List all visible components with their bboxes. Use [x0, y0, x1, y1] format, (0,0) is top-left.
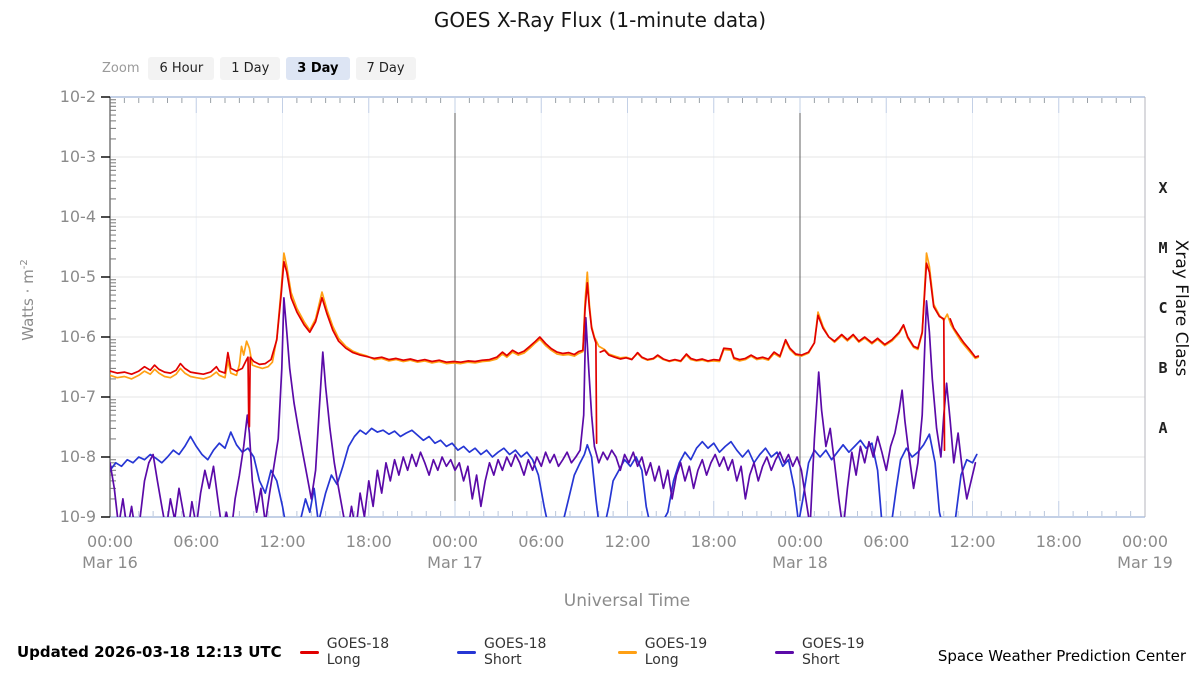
series-goes-19-short [110, 296, 977, 517]
flare-class-letter: C [1158, 299, 1167, 317]
y-tick-label: 10-5 [60, 267, 96, 286]
series-goes-19-long [110, 252, 980, 380]
flare-class-letter: M [1158, 239, 1167, 257]
y-tick-label: 10-2 [60, 87, 96, 106]
legend-swatch-goes-18-long [300, 650, 319, 654]
legend-swatch-goes-18-short [457, 650, 476, 654]
legend-label: GOES-19 Short [802, 636, 865, 668]
y-tick-label: 10-9 [60, 507, 96, 526]
series-goes-18-short [110, 427, 978, 517]
zoom-label: Zoom [102, 61, 140, 76]
series-goes-18-long [110, 260, 980, 452]
x-tick-label: 18:00 [346, 532, 392, 551]
x-tick-label: 00:00 [87, 532, 133, 551]
x-tick-label: 06:00 [173, 532, 219, 551]
y-axis-title: Watts · m-2 [19, 259, 37, 341]
flare-class-letter: A [1158, 419, 1167, 437]
y-tick-label: 10-4 [60, 207, 96, 226]
flare-class-letter: B [1158, 359, 1167, 377]
updated-timestamp: Updated 2026-03-18 12:13 UTC [17, 643, 282, 661]
x-tick-label: 00:00 [777, 532, 823, 551]
xray-flux-chart: 10-2 10-3 10-4 10-5 10-6 10-7 10-8 10-9 00:00 Mar… [60, 87, 1173, 572]
source-attribution: Space Weather Prediction Center [937, 647, 1186, 665]
zoom-6-hour-button[interactable]: 6 Hour [148, 57, 215, 80]
x-tick-label: 12:00 [259, 532, 305, 551]
x-tick-label: 18:00 [1036, 532, 1082, 551]
legend-item: GOES-18 Long [300, 636, 421, 668]
legend-swatch-goes-19-long [618, 650, 637, 654]
legend-item: GOES-19 Long [618, 636, 739, 668]
x-tick-label: 06:00 [863, 532, 909, 551]
x-date-label: Mar 19 [1117, 553, 1173, 572]
right-axis-title: Xray Flare Class [1171, 239, 1191, 377]
legend-item: GOES-19 Short [775, 636, 900, 668]
legend: GOES-18 Long GOES-18 Short GOES-19 Long … [300, 636, 900, 668]
y-tick-label: 10-3 [60, 147, 96, 166]
x-date-label: Mar 18 [772, 553, 828, 572]
legend-label: GOES-19 Long [644, 636, 708, 668]
x-tick-label: 18:00 [691, 532, 737, 551]
legend-swatch-goes-19-short [775, 650, 794, 654]
zoom-range-control: Zoom 6 Hour 1 Day 3 Day 7 Day [102, 57, 416, 80]
x-tick-label: 12:00 [604, 532, 650, 551]
x-date-label: Mar 17 [427, 553, 483, 572]
legend-label: GOES-18 Long [326, 636, 390, 668]
flare-class-letter: X [1158, 179, 1167, 197]
zoom-1-day-button[interactable]: 1 Day [220, 57, 281, 80]
x-tick-label: 06:00 [518, 532, 564, 551]
x-axis-title: Universal Time [563, 591, 691, 611]
y-tick-label: 10-8 [60, 447, 96, 466]
zoom-7-day-button[interactable]: 7 Day [355, 57, 416, 80]
page-title: GOES X-Ray Flux (1-minute data) [433, 8, 767, 32]
x-tick-label: 12:00 [949, 532, 995, 551]
x-tick-label: 00:00 [1122, 532, 1168, 551]
legend-item: GOES-18 Short [457, 636, 582, 668]
y-tick-label: 10-7 [60, 387, 96, 406]
y-tick-label: 10-6 [60, 327, 96, 346]
series-group [110, 252, 980, 517]
x-tick-label: 00:00 [432, 532, 478, 551]
legend-label: GOES-18 Short [484, 636, 547, 668]
zoom-3-day-button[interactable]: 3 Day [286, 57, 350, 80]
x-date-label: Mar 16 [82, 553, 138, 572]
